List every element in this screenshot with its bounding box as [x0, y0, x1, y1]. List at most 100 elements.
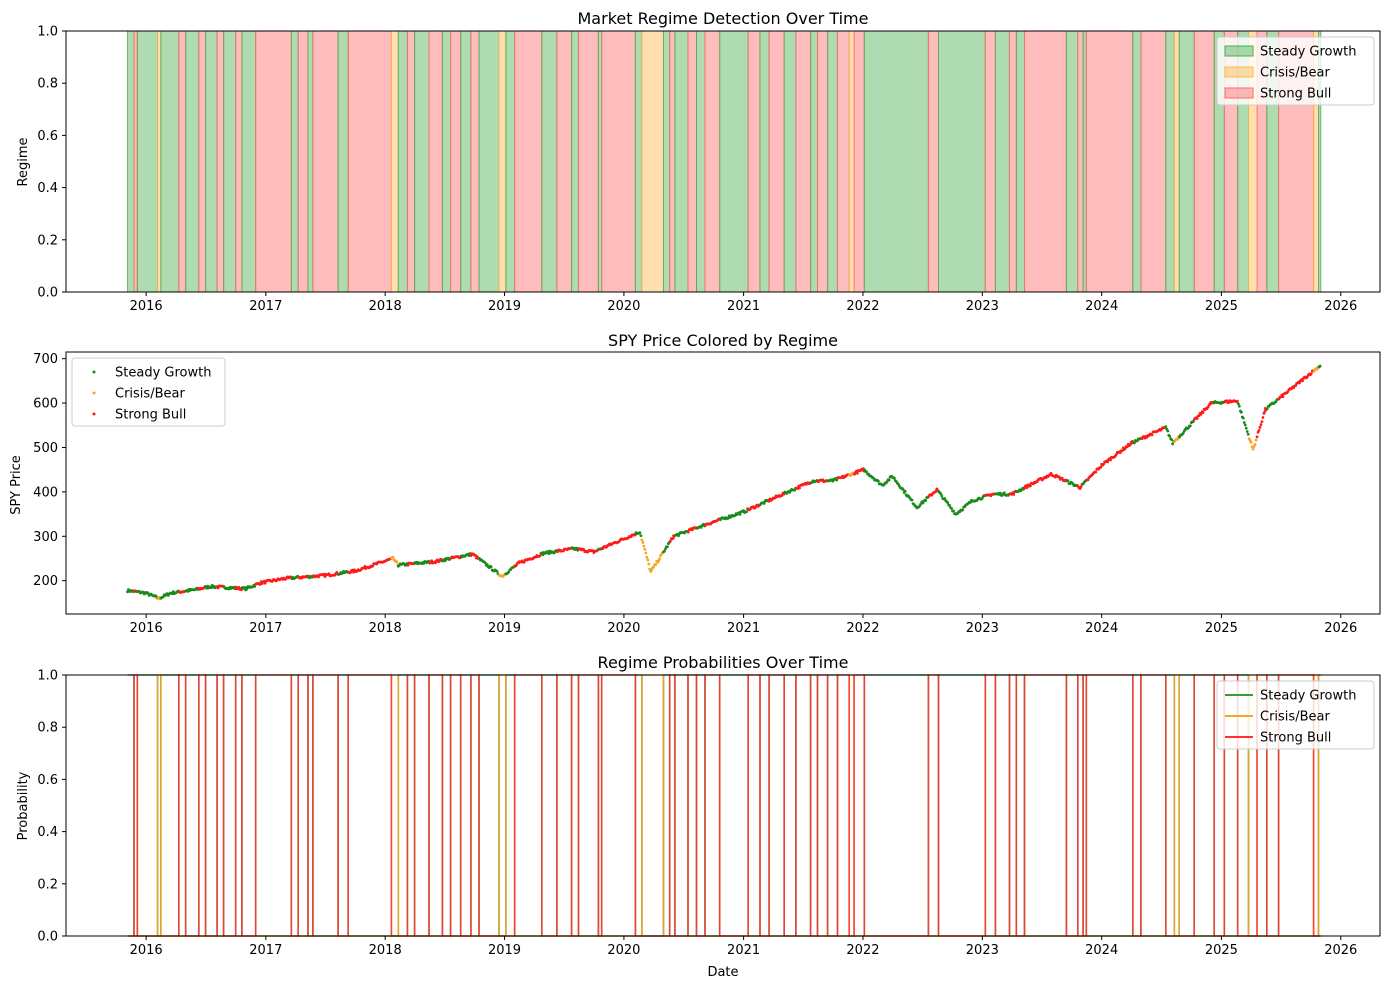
y-tick-label: 200 [33, 574, 58, 589]
price-point [485, 563, 489, 566]
y-tick-label: 0.6 [37, 773, 58, 788]
price-point [950, 507, 953, 510]
regime-band [848, 30, 855, 293]
price-point [640, 538, 644, 542]
x-tick-label: 2020 [607, 299, 640, 314]
regime-band [460, 30, 472, 293]
price-point [1318, 364, 1322, 368]
price-point [443, 559, 447, 563]
price-point [1298, 381, 1301, 385]
price-point [686, 530, 690, 534]
price-point [1094, 470, 1098, 474]
price-point [940, 494, 944, 498]
regime-band [390, 30, 399, 293]
plot-frame [65, 674, 1381, 937]
regime-band [450, 30, 462, 293]
y-tick-label: 0.2 [37, 877, 58, 892]
price-point [638, 531, 642, 535]
probability-line [127, 674, 1321, 937]
legend-label: Crisis/Bear [1260, 710, 1330, 725]
x-tick-label: 2024 [1085, 299, 1118, 314]
regime-band [478, 30, 500, 293]
regime-band [255, 30, 292, 293]
price-point [654, 563, 658, 567]
price-point [1102, 462, 1106, 466]
x-tick-label: 2020 [607, 621, 640, 636]
price-point [1244, 426, 1248, 430]
legend-label: Steady Growth [115, 366, 211, 381]
regime-band [216, 30, 225, 293]
y-tick-label: 0.0 [37, 286, 58, 301]
price-point [582, 547, 586, 551]
price-point [1164, 425, 1168, 429]
price-point [1150, 433, 1154, 437]
legend-label: Steady Growth [1260, 689, 1356, 704]
price-point [639, 534, 643, 538]
price-point [1309, 372, 1313, 376]
regime-band [470, 30, 480, 293]
price-point [1002, 491, 1006, 495]
regime-band [1140, 30, 1167, 293]
regime-band [397, 30, 408, 293]
regime-band [1132, 30, 1142, 293]
price-point [1199, 412, 1203, 416]
price-point [1236, 402, 1240, 406]
y-tick-label: 400 [33, 485, 58, 500]
regime-band [406, 30, 416, 293]
price-point [1261, 416, 1265, 419]
regime-band [235, 30, 243, 293]
y-tick-label: 1.0 [37, 669, 58, 684]
y-tick-label: 0.0 [37, 930, 58, 945]
price-point [1171, 442, 1175, 446]
price-point [1060, 476, 1064, 480]
regime-band [994, 30, 1010, 293]
legend: Steady Growth Crisis/Bear Strong Bull [71, 357, 226, 427]
price-point [438, 559, 441, 563]
legend-swatch [1224, 45, 1254, 57]
price-point [677, 534, 680, 538]
legend-label: Strong Bull [115, 408, 186, 423]
y-tick-label: 700 [33, 352, 58, 367]
price-point [1258, 425, 1262, 429]
y-tick-label: 0.4 [37, 181, 58, 196]
regime-band [674, 30, 689, 293]
x-ticks: 2016 2017 2018 2019 2020 2021 2022 2023 2024 2025… [130, 614, 1357, 636]
x-tick-label: 2019 [488, 299, 521, 314]
price-point [865, 470, 868, 474]
price-point [901, 488, 905, 492]
probability-lines [127, 674, 1321, 937]
x-tick-label: 2026 [1324, 943, 1357, 958]
price-point [666, 545, 669, 549]
price-point [245, 587, 249, 591]
price-point [522, 560, 526, 564]
price-point [1281, 395, 1285, 399]
price-point [892, 476, 896, 480]
regime-band [927, 30, 940, 293]
x-tick-label: 2026 [1324, 299, 1357, 314]
regime-band [505, 30, 516, 293]
price-point [671, 536, 675, 540]
price-point [483, 561, 487, 565]
price-point [887, 478, 891, 482]
x-tick-label: 2022 [846, 943, 879, 958]
x-tick-label: 2026 [1324, 621, 1357, 636]
x-tick-label: 2020 [607, 943, 640, 958]
price-point [961, 508, 965, 512]
price-point [1197, 414, 1201, 417]
price-point [1253, 443, 1257, 446]
regime-probabilities-panel: Regime Probabilities Over Time Probabili… [16, 653, 1381, 980]
regime-band [441, 30, 452, 293]
x-tick-label: 2022 [846, 299, 879, 314]
legend-label: Strong Bull [1260, 87, 1331, 102]
price-point [1241, 416, 1245, 420]
x-tick-label: 2025 [1205, 621, 1238, 636]
x-tick-label: 2017 [249, 299, 282, 314]
y-ticks: 0.0 0.2 0.4 0.6 0.8 1.0 [37, 25, 66, 301]
price-point [633, 533, 637, 537]
regime-bands [126, 30, 1322, 293]
price-point [643, 547, 647, 551]
price-point [658, 557, 661, 561]
regime-band [1173, 30, 1180, 293]
price-point [538, 554, 542, 558]
x-tick-label: 2021 [727, 299, 760, 314]
